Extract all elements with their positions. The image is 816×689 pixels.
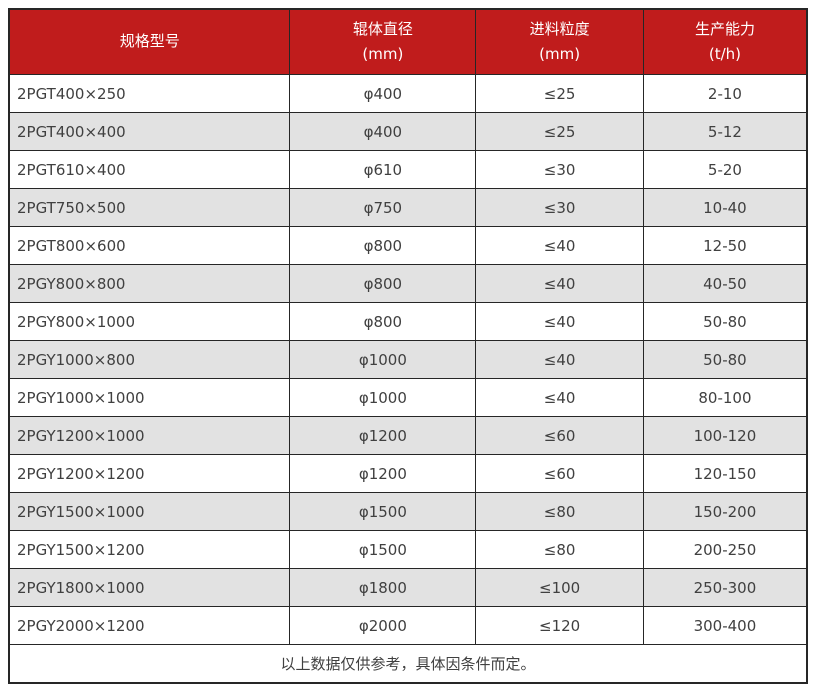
header-model-label: 规格型号 [119, 32, 180, 51]
header-feed-size-label: 进料粒度 [529, 19, 590, 38]
header-capacity-label: 生产能力 [694, 19, 755, 38]
header-capacity-unit: (t/h) [708, 45, 742, 63]
model-cell: 2PGY1200×1200 [8, 454, 291, 493]
feed-size-cell: ≤80 [475, 530, 644, 569]
table-row: 2PGT800×600 φ800 ≤40 12-50 [8, 226, 808, 265]
header-diameter-label: 辊体直径 [352, 19, 413, 38]
diameter-cell: φ800 [289, 302, 477, 341]
spec-table-body: 2PGT400×250 φ400 ≤25 2-10 2PGT400×400 φ400 ≤25… [8, 74, 808, 645]
diameter-cell: φ2000 [289, 606, 477, 645]
diameter-cell: φ800 [289, 226, 477, 265]
model-cell: 2PGT800×600 [8, 226, 291, 265]
header-diameter-unit: (mm) [362, 45, 404, 63]
capacity-cell: 40-50 [642, 264, 808, 303]
table-row: 2PGY1200×1000 φ1200 ≤60 100-120 [8, 416, 808, 455]
header-feed-size: 进料粒度 (mm) [475, 8, 644, 75]
diameter-cell: φ800 [289, 264, 477, 303]
table-row: 2PGY1000×1000 φ1000 ≤40 80-100 [8, 378, 808, 417]
feed-size-cell: ≤40 [475, 302, 644, 341]
capacity-cell: 5-12 [642, 112, 808, 151]
feed-size-cell: ≤30 [475, 188, 644, 227]
diameter-cell: φ1500 [289, 492, 477, 531]
header-capacity: 生产能力 (t/h) [642, 8, 808, 75]
capacity-cell: 5-20 [642, 150, 808, 189]
table-row: 2PGY1800×1000 φ1800 ≤100 250-300 [8, 568, 808, 607]
model-cell: 2PGT610×400 [8, 150, 291, 189]
feed-size-cell: ≤40 [475, 378, 644, 417]
feed-size-cell: ≤25 [475, 74, 644, 113]
spec-table: 规格型号 辊体直径 (mm) 进料粒度 (mm) 生产能力 (t/h) 2PGT… [8, 8, 808, 684]
footer-row: 以上数据仅供参考，具体因条件而定。 [8, 644, 808, 684]
model-cell: 2PGY1200×1000 [8, 416, 291, 455]
diameter-cell: φ400 [289, 74, 477, 113]
header-feed-size-unit: (mm) [539, 45, 581, 63]
model-cell: 2PGY1000×1000 [8, 378, 291, 417]
feed-size-cell: ≤40 [475, 226, 644, 265]
diameter-cell: φ1500 [289, 530, 477, 569]
table-row: 2PGT400×400 φ400 ≤25 5-12 [8, 112, 808, 151]
diameter-cell: φ1800 [289, 568, 477, 607]
capacity-cell: 250-300 [642, 568, 808, 607]
model-cell: 2PGY1500×1200 [8, 530, 291, 569]
diameter-cell: φ400 [289, 112, 477, 151]
feed-size-cell: ≤60 [475, 454, 644, 493]
spec-table-header: 规格型号 辊体直径 (mm) 进料粒度 (mm) 生产能力 (t/h) [8, 8, 808, 75]
model-cell: 2PGY2000×1200 [8, 606, 291, 645]
feed-size-cell: ≤80 [475, 492, 644, 531]
header-row: 规格型号 辊体直径 (mm) 进料粒度 (mm) 生产能力 (t/h) [8, 8, 808, 75]
capacity-cell: 50-80 [642, 340, 808, 379]
capacity-cell: 300-400 [642, 606, 808, 645]
table-row: 2PGY1500×1000 φ1500 ≤80 150-200 [8, 492, 808, 531]
table-row: 2PGY1200×1200 φ1200 ≤60 120-150 [8, 454, 808, 493]
capacity-cell: 12-50 [642, 226, 808, 265]
model-cell: 2PGY1500×1000 [8, 492, 291, 531]
capacity-cell: 10-40 [642, 188, 808, 227]
feed-size-cell: ≤100 [475, 568, 644, 607]
diameter-cell: φ1000 [289, 378, 477, 417]
header-model: 规格型号 [8, 8, 291, 75]
capacity-cell: 100-120 [642, 416, 808, 455]
diameter-cell: φ610 [289, 150, 477, 189]
table-row: 2PGT750×500 φ750 ≤30 10-40 [8, 188, 808, 227]
table-row: 2PGT610×400 φ610 ≤30 5-20 [8, 150, 808, 189]
diameter-cell: φ750 [289, 188, 477, 227]
table-row: 2PGY2000×1200 φ2000 ≤120 300-400 [8, 606, 808, 645]
diameter-cell: φ1200 [289, 454, 477, 493]
model-cell: 2PGY1800×1000 [8, 568, 291, 607]
table-row: 2PGY1000×800 φ1000 ≤40 50-80 [8, 340, 808, 379]
table-row: 2PGT400×250 φ400 ≤25 2-10 [8, 74, 808, 113]
capacity-cell: 50-80 [642, 302, 808, 341]
feed-size-cell: ≤25 [475, 112, 644, 151]
spec-table-footer: 以上数据仅供参考，具体因条件而定。 [8, 644, 808, 684]
feed-size-cell: ≤60 [475, 416, 644, 455]
table-row: 2PGY1500×1200 φ1500 ≤80 200-250 [8, 530, 808, 569]
capacity-cell: 150-200 [642, 492, 808, 531]
capacity-cell: 120-150 [642, 454, 808, 493]
capacity-cell: 200-250 [642, 530, 808, 569]
model-cell: 2PGT750×500 [8, 188, 291, 227]
model-cell: 2PGT400×250 [8, 74, 291, 113]
diameter-cell: φ1200 [289, 416, 477, 455]
table-row: 2PGY800×1000 φ800 ≤40 50-80 [8, 302, 808, 341]
capacity-cell: 2-10 [642, 74, 808, 113]
feed-size-cell: ≤30 [475, 150, 644, 189]
model-cell: 2PGY800×1000 [8, 302, 291, 341]
model-cell: 2PGT400×400 [8, 112, 291, 151]
feed-size-cell: ≤40 [475, 264, 644, 303]
footer-note: 以上数据仅供参考，具体因条件而定。 [8, 644, 808, 684]
feed-size-cell: ≤40 [475, 340, 644, 379]
capacity-cell: 80-100 [642, 378, 808, 417]
header-diameter: 辊体直径 (mm) [289, 8, 477, 75]
model-cell: 2PGY1000×800 [8, 340, 291, 379]
diameter-cell: φ1000 [289, 340, 477, 379]
feed-size-cell: ≤120 [475, 606, 644, 645]
table-row: 2PGY800×800 φ800 ≤40 40-50 [8, 264, 808, 303]
model-cell: 2PGY800×800 [8, 264, 291, 303]
